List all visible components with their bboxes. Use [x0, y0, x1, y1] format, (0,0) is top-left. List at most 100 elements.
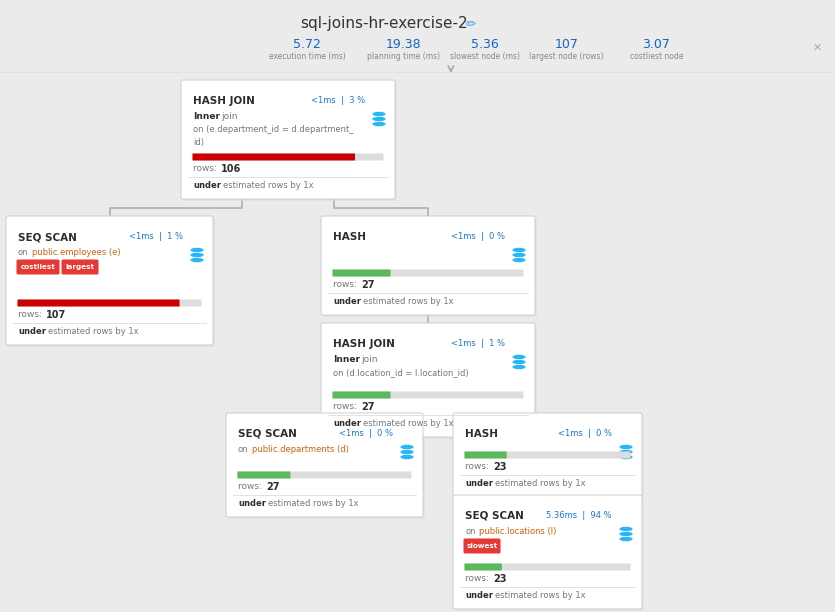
Text: SEQ SCAN: SEQ SCAN [465, 511, 524, 521]
Text: 5.72: 5.72 [293, 38, 321, 51]
FancyBboxPatch shape [453, 495, 642, 609]
FancyBboxPatch shape [183, 82, 397, 201]
Text: HASH JOIN: HASH JOIN [193, 96, 255, 106]
Text: join: join [361, 355, 377, 364]
Text: rows:: rows: [238, 482, 265, 491]
Text: estimated rows by 1x: estimated rows by 1x [363, 419, 453, 428]
Ellipse shape [512, 365, 526, 370]
FancyBboxPatch shape [332, 392, 391, 398]
Text: slowest: slowest [467, 543, 498, 549]
Text: under: under [465, 591, 493, 600]
Text: 27: 27 [361, 280, 375, 290]
FancyBboxPatch shape [321, 323, 535, 437]
Text: largest: largest [65, 264, 94, 270]
FancyBboxPatch shape [17, 259, 59, 275]
Text: public.employees (e): public.employees (e) [32, 248, 120, 257]
Text: estimated rows by 1x: estimated rows by 1x [268, 499, 358, 508]
FancyBboxPatch shape [226, 413, 423, 517]
Text: Inner: Inner [333, 355, 360, 364]
Text: 107: 107 [46, 310, 66, 320]
Text: id): id) [193, 138, 204, 147]
Text: sql-joins-hr-exercise-2: sql-joins-hr-exercise-2 [301, 16, 468, 31]
Text: ✕: ✕ [812, 43, 822, 53]
Text: costliest: costliest [21, 264, 55, 270]
Text: HASH: HASH [333, 232, 366, 242]
Ellipse shape [372, 122, 386, 127]
Ellipse shape [512, 359, 526, 365]
Text: planning time (ms): planning time (ms) [367, 52, 440, 61]
FancyBboxPatch shape [193, 154, 383, 160]
Text: costliest node: costliest node [630, 52, 683, 61]
Text: <1ms  |  3 %: <1ms | 3 % [311, 96, 365, 105]
FancyBboxPatch shape [193, 154, 355, 160]
Ellipse shape [372, 111, 386, 116]
Text: on: on [238, 445, 249, 454]
Text: 3.07: 3.07 [642, 38, 671, 51]
Ellipse shape [400, 444, 414, 449]
FancyBboxPatch shape [453, 413, 642, 497]
FancyBboxPatch shape [18, 299, 201, 307]
Text: HASH JOIN: HASH JOIN [333, 339, 395, 349]
FancyBboxPatch shape [464, 564, 630, 570]
Text: 5.36: 5.36 [471, 38, 499, 51]
Text: slowest node (ms): slowest node (ms) [450, 52, 520, 61]
FancyBboxPatch shape [332, 269, 391, 277]
Text: 5.36ms  |  94 %: 5.36ms | 94 % [546, 511, 612, 520]
FancyBboxPatch shape [181, 80, 395, 199]
Text: 19.38: 19.38 [386, 38, 421, 51]
FancyBboxPatch shape [332, 392, 524, 398]
Text: estimated rows by 1x: estimated rows by 1x [48, 327, 139, 336]
Ellipse shape [512, 253, 526, 258]
Text: on: on [18, 248, 28, 257]
Ellipse shape [190, 258, 204, 263]
Text: rows:: rows: [333, 402, 360, 411]
Text: 27: 27 [266, 482, 280, 492]
FancyBboxPatch shape [8, 218, 215, 347]
Text: <1ms  |  0 %: <1ms | 0 % [558, 429, 612, 438]
Ellipse shape [512, 247, 526, 253]
Text: ✏: ✏ [466, 18, 477, 31]
Text: 23: 23 [493, 462, 507, 472]
Ellipse shape [619, 531, 633, 537]
Text: <1ms  |  0 %: <1ms | 0 % [339, 429, 393, 438]
Text: rows:: rows: [333, 280, 360, 289]
Text: under: under [18, 327, 46, 336]
FancyBboxPatch shape [332, 269, 524, 277]
Text: estimated rows by 1x: estimated rows by 1x [495, 591, 585, 600]
Text: join: join [221, 112, 237, 121]
Text: estimated rows by 1x: estimated rows by 1x [495, 479, 585, 488]
Ellipse shape [619, 449, 633, 455]
FancyBboxPatch shape [18, 299, 180, 307]
FancyBboxPatch shape [464, 452, 630, 458]
Text: public.locations (l): public.locations (l) [479, 527, 556, 536]
Text: Inner: Inner [193, 112, 220, 121]
Text: under: under [238, 499, 266, 508]
Text: <1ms  |  1 %: <1ms | 1 % [129, 232, 183, 241]
Text: rows:: rows: [465, 462, 492, 471]
Text: on (d.location_id = l.location_id): on (d.location_id = l.location_id) [333, 368, 468, 377]
Text: SEQ SCAN: SEQ SCAN [238, 429, 297, 439]
Ellipse shape [619, 537, 633, 542]
Ellipse shape [400, 449, 414, 455]
Text: <1ms  |  0 %: <1ms | 0 % [451, 232, 505, 241]
Text: 106: 106 [221, 164, 241, 174]
FancyBboxPatch shape [6, 216, 213, 345]
FancyBboxPatch shape [237, 471, 412, 479]
FancyBboxPatch shape [323, 325, 537, 439]
FancyBboxPatch shape [62, 259, 99, 275]
Text: execution time (ms): execution time (ms) [269, 52, 346, 61]
Ellipse shape [190, 247, 204, 253]
Text: under: under [333, 419, 361, 428]
Text: rows:: rows: [193, 164, 220, 173]
Text: under: under [465, 479, 493, 488]
Text: largest node (rows): largest node (rows) [529, 52, 604, 61]
Ellipse shape [512, 258, 526, 263]
FancyBboxPatch shape [464, 564, 502, 570]
Text: 107: 107 [554, 38, 578, 51]
FancyBboxPatch shape [237, 471, 291, 479]
Text: on: on [465, 527, 475, 536]
Text: HASH: HASH [465, 429, 498, 439]
Ellipse shape [512, 354, 526, 359]
FancyBboxPatch shape [228, 415, 425, 519]
Ellipse shape [372, 116, 386, 122]
